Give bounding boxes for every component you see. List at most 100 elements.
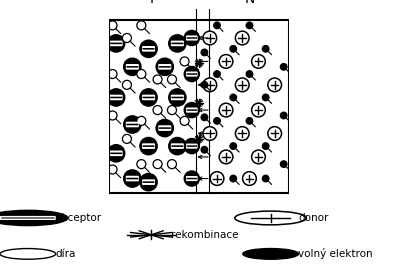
FancyBboxPatch shape (187, 37, 197, 39)
FancyBboxPatch shape (126, 124, 139, 125)
Circle shape (252, 55, 265, 68)
FancyBboxPatch shape (171, 41, 184, 46)
FancyBboxPatch shape (171, 143, 184, 149)
Circle shape (140, 40, 157, 57)
Circle shape (203, 31, 217, 45)
Circle shape (0, 248, 56, 259)
Circle shape (137, 116, 146, 125)
Circle shape (108, 21, 117, 30)
Circle shape (214, 118, 220, 124)
Circle shape (153, 106, 162, 115)
Circle shape (140, 89, 157, 106)
Circle shape (124, 170, 141, 187)
FancyBboxPatch shape (186, 72, 198, 77)
Circle shape (201, 147, 208, 153)
Circle shape (235, 211, 306, 225)
Circle shape (169, 35, 186, 52)
Circle shape (184, 138, 199, 154)
Circle shape (281, 64, 287, 70)
FancyBboxPatch shape (186, 144, 198, 149)
Text: donor: donor (298, 213, 329, 223)
Circle shape (252, 103, 265, 117)
Circle shape (123, 34, 131, 43)
Circle shape (235, 31, 249, 45)
FancyBboxPatch shape (110, 43, 122, 44)
FancyBboxPatch shape (172, 43, 183, 44)
Circle shape (180, 116, 189, 125)
Circle shape (203, 78, 217, 92)
Circle shape (203, 127, 217, 140)
Circle shape (230, 175, 236, 182)
FancyBboxPatch shape (142, 46, 155, 52)
Circle shape (169, 138, 186, 155)
FancyBboxPatch shape (142, 145, 154, 147)
Circle shape (137, 21, 146, 30)
Circle shape (153, 160, 162, 169)
FancyBboxPatch shape (126, 176, 139, 181)
Circle shape (168, 106, 176, 115)
Circle shape (243, 172, 256, 185)
Circle shape (262, 143, 269, 149)
Circle shape (262, 46, 269, 52)
Circle shape (268, 127, 281, 140)
FancyBboxPatch shape (158, 125, 171, 131)
Circle shape (137, 70, 146, 79)
Circle shape (108, 111, 117, 120)
FancyBboxPatch shape (171, 95, 184, 100)
FancyBboxPatch shape (109, 150, 123, 156)
Circle shape (252, 150, 265, 164)
Circle shape (168, 160, 176, 169)
Circle shape (140, 174, 157, 191)
Circle shape (124, 58, 141, 75)
FancyBboxPatch shape (142, 48, 154, 50)
Text: P: P (150, 0, 158, 5)
Circle shape (107, 35, 125, 52)
Circle shape (156, 58, 174, 75)
FancyBboxPatch shape (0, 216, 56, 220)
Circle shape (168, 75, 176, 84)
Circle shape (156, 120, 174, 137)
Text: rekombinace: rekombinace (171, 230, 239, 240)
Circle shape (123, 134, 131, 143)
Circle shape (243, 248, 298, 259)
Circle shape (169, 89, 186, 106)
FancyBboxPatch shape (172, 145, 183, 147)
Circle shape (235, 78, 249, 92)
Text: díra: díra (56, 249, 76, 259)
Circle shape (246, 71, 253, 77)
Circle shape (281, 161, 287, 167)
Circle shape (184, 102, 199, 118)
FancyBboxPatch shape (142, 181, 154, 183)
Circle shape (123, 80, 131, 89)
Text: akceptor: akceptor (56, 213, 102, 223)
FancyBboxPatch shape (142, 179, 155, 185)
FancyBboxPatch shape (187, 109, 197, 111)
Circle shape (108, 70, 117, 79)
FancyBboxPatch shape (187, 73, 197, 75)
Circle shape (107, 89, 125, 106)
FancyBboxPatch shape (187, 145, 197, 147)
Circle shape (219, 103, 233, 117)
Circle shape (235, 127, 249, 140)
Circle shape (262, 94, 269, 101)
FancyBboxPatch shape (158, 64, 171, 70)
Circle shape (230, 46, 236, 52)
Circle shape (108, 165, 117, 174)
Circle shape (262, 175, 269, 182)
FancyBboxPatch shape (1, 217, 55, 218)
FancyBboxPatch shape (126, 178, 139, 179)
FancyBboxPatch shape (187, 178, 197, 179)
FancyBboxPatch shape (159, 127, 171, 129)
Circle shape (201, 114, 208, 120)
Circle shape (107, 145, 125, 162)
Text: volný elektron: volný elektron (298, 248, 373, 259)
FancyBboxPatch shape (142, 143, 155, 149)
Circle shape (201, 49, 208, 56)
Circle shape (214, 71, 220, 77)
Circle shape (246, 22, 253, 29)
FancyBboxPatch shape (186, 108, 198, 113)
Circle shape (219, 55, 233, 68)
FancyBboxPatch shape (110, 153, 122, 154)
FancyBboxPatch shape (142, 97, 154, 98)
Circle shape (281, 112, 287, 119)
